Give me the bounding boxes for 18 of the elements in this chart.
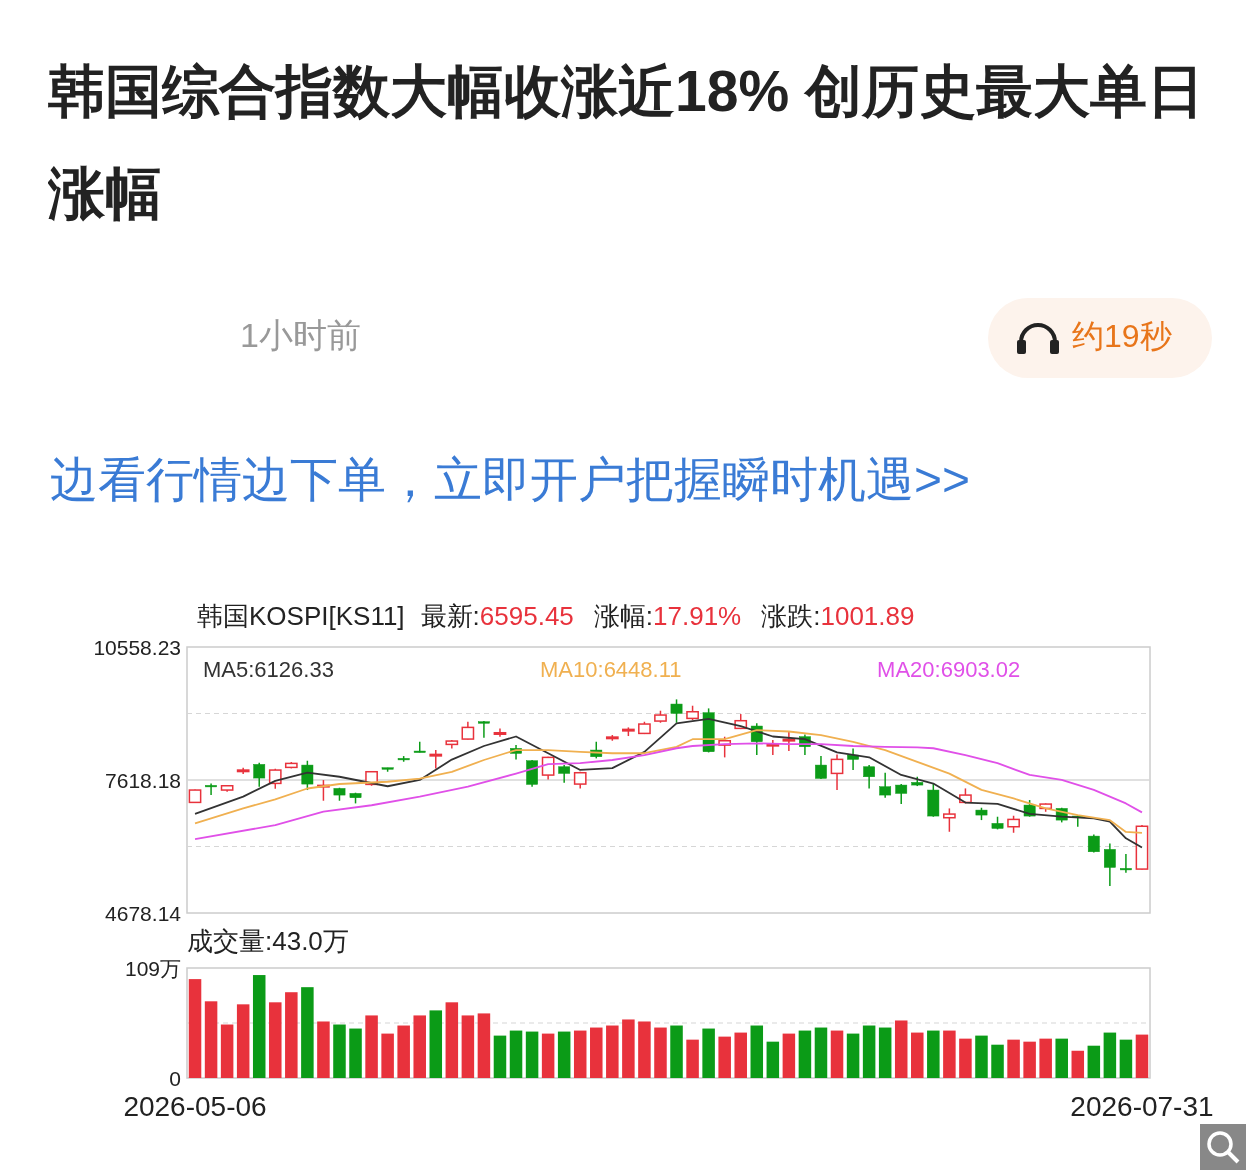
legend: MA20:6903.02 (877, 657, 1021, 682)
text: 最新:6595.45 (420, 601, 574, 631)
y-tick-label: 0 (169, 1066, 181, 1090)
text: 边看行情边下单，立即开户把握瞬时机遇>> (50, 453, 971, 506)
chart-title: 成交量:43.0万 (187, 926, 349, 956)
text: 涨跌:1001.89 (761, 601, 915, 631)
text: 涨幅:17.91% (593, 601, 742, 631)
x-tick-label: 2026-05-06 (123, 1091, 267, 1122)
x-tick-label: 2026-07-31 (1070, 1091, 1214, 1122)
y-tick-label: 7618.18 (105, 768, 181, 792)
y-tick-label: 10558.23 (93, 635, 181, 659)
text: 约19秒 (1072, 318, 1172, 354)
y-tick-label: 4678.14 (105, 901, 182, 925)
y-tick-label: 109万 (124, 956, 181, 980)
legend: MA5:6126.33 (203, 657, 334, 682)
legend: MA10:6448.11 (540, 657, 682, 682)
chart-subtitle: 韩国KOSPI[KS11] (197, 601, 405, 631)
text: 1小时前 (240, 316, 361, 354)
